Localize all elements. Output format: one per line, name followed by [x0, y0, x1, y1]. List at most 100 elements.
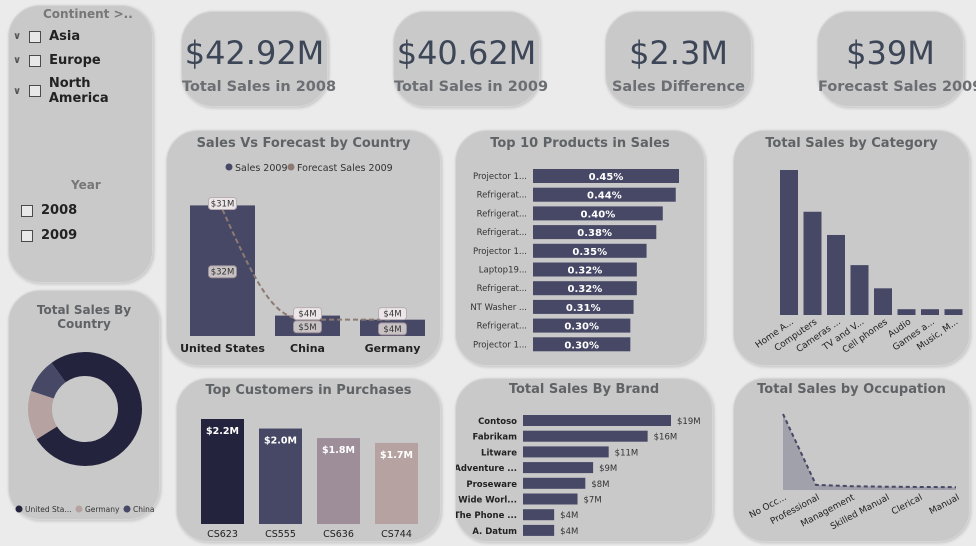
top-products-panel: Top 10 Products in Sales Projector 1... 0…: [455, 130, 705, 366]
x-tick-label: CS636: [323, 529, 354, 540]
asia-checkbox[interactable]: [29, 30, 42, 43]
legend-marker: [15, 505, 23, 513]
year-slicer-title: Year: [71, 178, 101, 192]
kpi-value: $2.3M: [629, 34, 728, 72]
chart-title: Top Customers in Purchases: [205, 383, 412, 398]
2008-checkbox[interactable]: [21, 204, 33, 217]
data-label: 0.32%: [568, 284, 603, 295]
chevron-down-icon[interactable]: ∨: [13, 55, 22, 66]
category-bar: [874, 288, 892, 315]
customer-bar: [317, 438, 360, 524]
chevron-down-icon[interactable]: ∨: [13, 31, 22, 42]
x-tick-label: Skilled Manual: [829, 493, 891, 532]
product-bar: [533, 225, 657, 240]
data-label: $2.0M: [264, 436, 297, 447]
2009-checkbox[interactable]: [21, 229, 33, 242]
brand-bar: [523, 462, 594, 474]
slicer-item-asia[interactable]: ∨ Asia: [13, 29, 81, 44]
chart-title: Sales Vs Forecast by Country: [196, 136, 411, 151]
data-label: 0.30%: [564, 322, 599, 333]
data-label: 0.40%: [581, 209, 616, 220]
product-bar: [533, 337, 631, 352]
product-bar: [533, 281, 637, 296]
product-bar: [533, 169, 679, 183]
data-label: $4M: [560, 511, 578, 521]
kpi-card-sales-2008: $42.92M Total Sales in 2008: [181, 11, 336, 107]
chevron-down-icon[interactable]: ∨: [13, 85, 22, 97]
forecast-data-label: $31M: [211, 199, 235, 209]
data-label: $11M: [615, 448, 639, 458]
x-tick-label: CS744: [381, 529, 412, 540]
legend-label: Sales 2009: [235, 163, 287, 174]
product-bar: [533, 187, 676, 202]
product-bar: [533, 299, 634, 314]
slicer-item-europe[interactable]: ∨ Europe: [13, 53, 101, 68]
brand-bar: [523, 430, 648, 442]
legend-marker: [225, 163, 233, 171]
y-tick-label: Projector 1...: [473, 247, 527, 257]
brand-bar: [523, 509, 555, 521]
data-label: $4M: [560, 527, 578, 537]
sales-by-brand-panel: Total Sales By Brand Contoso $19M Fabrikam…: [455, 378, 713, 542]
kpi-card-forecast-2009: $39M Forecast Sales 2009: [817, 11, 976, 107]
data-label: $4M: [383, 325, 401, 335]
forecast-data-label: $4M: [298, 310, 316, 320]
y-tick-label: Adventure ...: [456, 464, 517, 474]
sales-by-occupation-panel: Total Sales by Occupation No Occ... Profe…: [733, 378, 970, 542]
y-tick-label: Projector 1...: [473, 340, 527, 350]
data-label: $2.2M: [206, 426, 239, 437]
forecast-label-box: [208, 196, 237, 210]
sales-by-country-donut: United Sta... Germany China: [15, 351, 154, 514]
forecast-label-box: [293, 307, 322, 321]
kpi-label: Sales Difference: [611, 79, 746, 95]
slicer-item-2008[interactable]: 2008: [21, 203, 77, 218]
chart-title: Total Sales by Occupation: [757, 382, 946, 397]
x-tick-label: CS555: [265, 529, 296, 540]
occupation-area: [783, 414, 956, 490]
kpi-value: $40.62M: [396, 34, 537, 72]
forecast-label-box: [378, 307, 407, 321]
x-tick-label: Manual: [928, 493, 962, 517]
category-bar: [897, 309, 916, 315]
kpi-value: $39M: [846, 34, 935, 72]
y-tick-label: Projector 1...: [473, 172, 527, 182]
customer-bar: [201, 419, 244, 524]
continent-slicer-title: Continent >..: [43, 7, 133, 21]
kpi-card-sales-difference: $2.3M Sales Difference: [605, 11, 752, 107]
data-label: $9M: [599, 464, 617, 474]
y-tick-label: Refrigerat...: [477, 209, 527, 219]
data-label: 0.45%: [589, 172, 624, 183]
kpi-value: $42.92M: [184, 34, 325, 72]
data-label: 0.38%: [577, 228, 612, 239]
category-bar: [827, 234, 845, 315]
data-label: 0.30%: [564, 340, 599, 351]
y-tick-label: The Phone ...: [456, 511, 517, 521]
sales-vs-forecast-chart: Sales 2009 Forecast Sales 2009 United Stat…: [180, 163, 425, 355]
data-label: $7M: [584, 496, 602, 506]
chart-title: Top 10 Products in Sales: [490, 136, 670, 151]
legend-label: Forecast Sales 2009: [297, 163, 393, 174]
y-tick-label: Refrigerat...: [477, 322, 527, 332]
top-customers-chart: $2.2M CS623 $2.0M CS555 $1.8M CS636 $1.7M CS744: [201, 419, 418, 540]
data-label: 0.32%: [568, 266, 603, 277]
sales-by-country-panel: Total Sales By Country United Sta... Germ…: [8, 290, 160, 520]
slicer-item-2009[interactable]: 2009: [21, 228, 77, 243]
legend-label: Germany: [85, 505, 120, 514]
north-america-checkbox[interactable]: [29, 85, 41, 97]
sales-by-category-panel: Total Sales by Category Home A... Compute…: [733, 130, 970, 366]
y-tick-label: NT Washer ...: [470, 303, 527, 313]
product-bar: [533, 262, 637, 277]
data-label: $1.8M: [322, 445, 355, 456]
x-tick-label: CS623: [207, 529, 238, 540]
data-label: 0.31%: [566, 303, 601, 314]
category-bar: [803, 211, 822, 315]
data-label: $32M: [211, 268, 235, 278]
slicer-item-north-america[interactable]: ∨ North America: [13, 76, 109, 106]
category-bar: [944, 309, 963, 315]
europe-checkbox[interactable]: [29, 54, 42, 67]
x-tick-label: Germany: [365, 342, 421, 355]
data-label: $5M: [298, 323, 316, 333]
brand-bar: [523, 524, 555, 536]
brand-bar: [523, 415, 671, 426]
brand-bar: [523, 477, 586, 489]
